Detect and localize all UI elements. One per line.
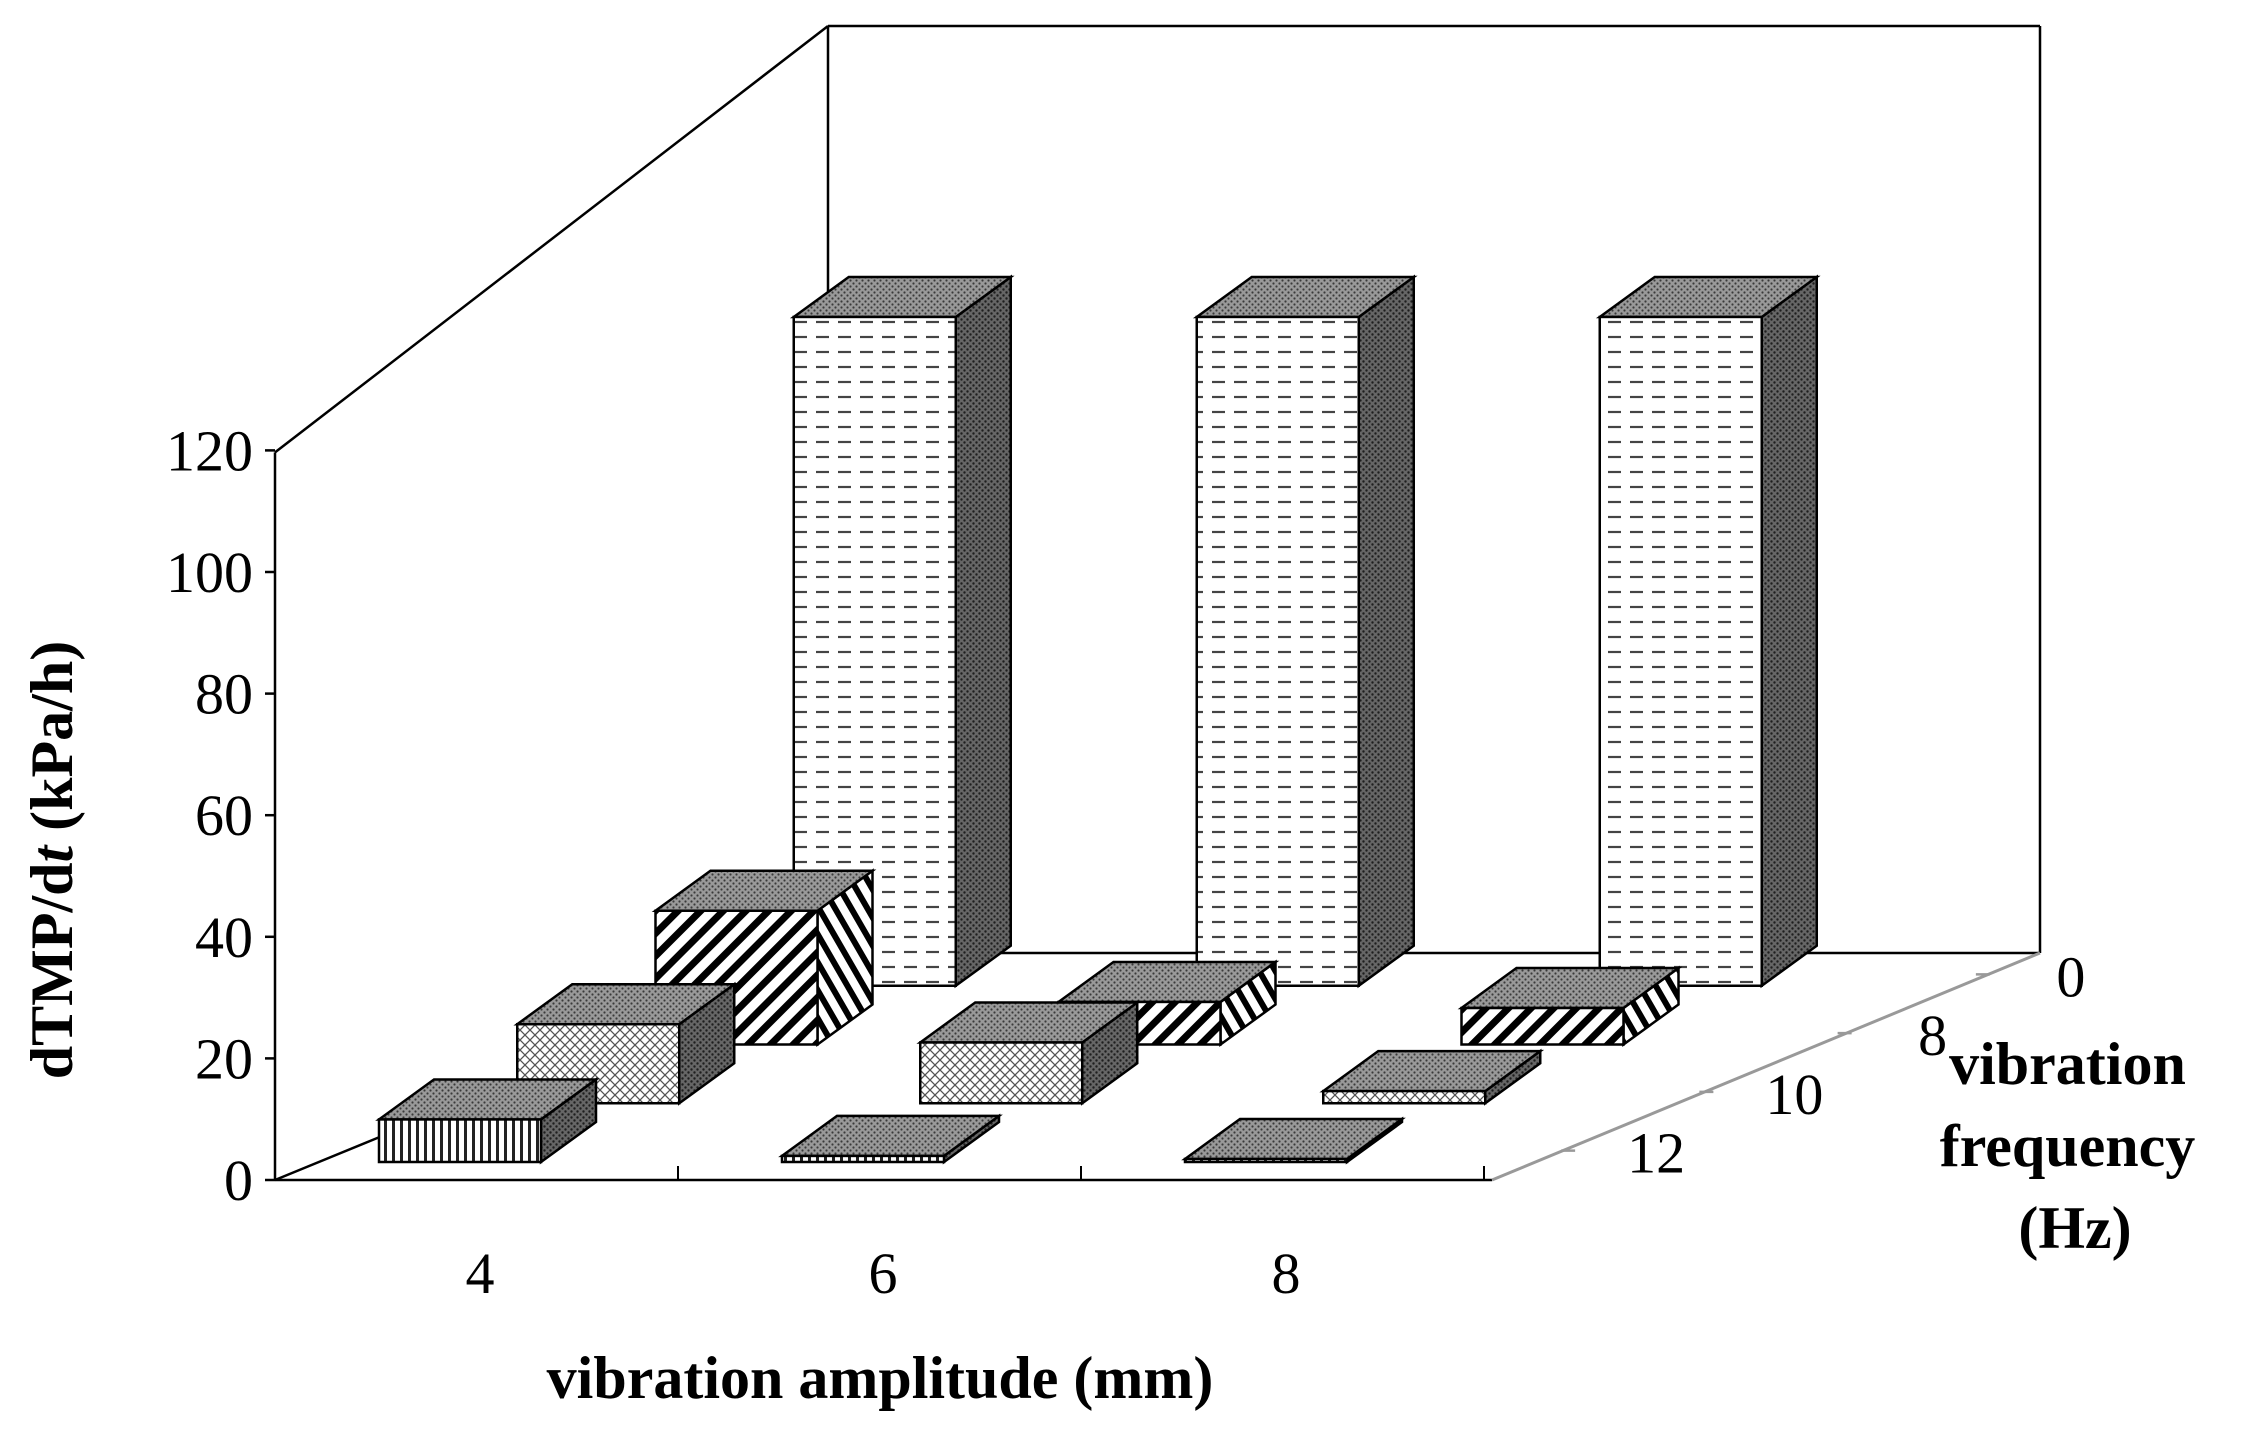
z-axis-title-line-1: vibration <box>1949 1031 2186 1097</box>
floor-right-edge <box>1491 951 2041 1182</box>
left-wall-top-edge <box>274 25 829 454</box>
bar-front-face <box>1195 315 1360 987</box>
y-tick-label: 20 <box>195 1026 253 1091</box>
x-axis-ticks: 4 6 8 <box>466 1166 1485 1306</box>
bar-top-face <box>778 1114 1003 1158</box>
z-tick-label: 12 <box>1627 1121 1685 1186</box>
bar-10hz-8mm <box>1319 1048 1545 1106</box>
z-axis-ticks: 0 8 10 12 <box>1561 944 2085 1186</box>
bar-front-face <box>377 1118 543 1164</box>
bar-0hz-6mm <box>1192 274 1418 989</box>
y-tick-label: 100 <box>166 540 253 605</box>
bar-12hz-4mm <box>375 1076 600 1165</box>
y-axis-title-suffix: (kPa/h) <box>19 641 85 846</box>
x-tick-label: 6 <box>869 1241 898 1306</box>
bar-side-face <box>1760 274 1818 989</box>
y-tick-label: 40 <box>195 905 253 970</box>
bar-front-face <box>1460 1006 1625 1046</box>
bar-12hz-6mm <box>778 1113 1003 1165</box>
y-tick-label: 80 <box>195 662 253 727</box>
y-axis-ticks: 0 20 40 60 80 100 120 <box>166 418 275 1213</box>
x-tick-label: 4 <box>466 1241 495 1306</box>
z-axis-title: vibration frequency (Hz) <box>1940 1031 2211 1261</box>
z-axis-title-line-2: frequency <box>1940 1113 2196 1179</box>
y-tick-label: 120 <box>166 418 253 483</box>
z-tick-label: 8 <box>1918 1003 1947 1068</box>
y-axis-title-italic: t <box>19 843 85 862</box>
bar-front-face <box>780 1154 946 1164</box>
bar-front-face <box>1183 1157 1349 1164</box>
y-tick-label: 60 <box>195 783 253 848</box>
z-tick-label: 0 <box>2056 944 2085 1009</box>
bar-front-face <box>919 1041 1084 1105</box>
x-tick-label: 8 <box>1272 1241 1301 1306</box>
bar-10hz-6mm <box>916 999 1142 1106</box>
x-axis-title: vibration amplitude (mm) <box>547 1345 1214 1411</box>
bar-0hz-8mm <box>1595 274 1821 989</box>
bar-side-face <box>1357 274 1415 989</box>
y-tick-label: 0 <box>224 1148 253 1213</box>
bar-side-face <box>954 274 1012 989</box>
bar-12hz-8mm <box>1181 1116 1406 1165</box>
bars <box>375 274 1821 1165</box>
z-axis-title-line-3: (Hz) <box>2018 1195 2131 1261</box>
bar-top-face <box>1181 1117 1406 1161</box>
bar-front-face <box>1598 315 1763 987</box>
y-axis-title-prefix: dTMP/d <box>19 862 85 1079</box>
bar-10hz-4mm <box>513 981 739 1106</box>
bar-front-face <box>1322 1089 1487 1105</box>
z-tick-label: 10 <box>1765 1062 1823 1127</box>
bar-8hz-8mm <box>1457 965 1683 1047</box>
y-axis-title: dTMP/dt (kPa/h) <box>19 641 85 1079</box>
